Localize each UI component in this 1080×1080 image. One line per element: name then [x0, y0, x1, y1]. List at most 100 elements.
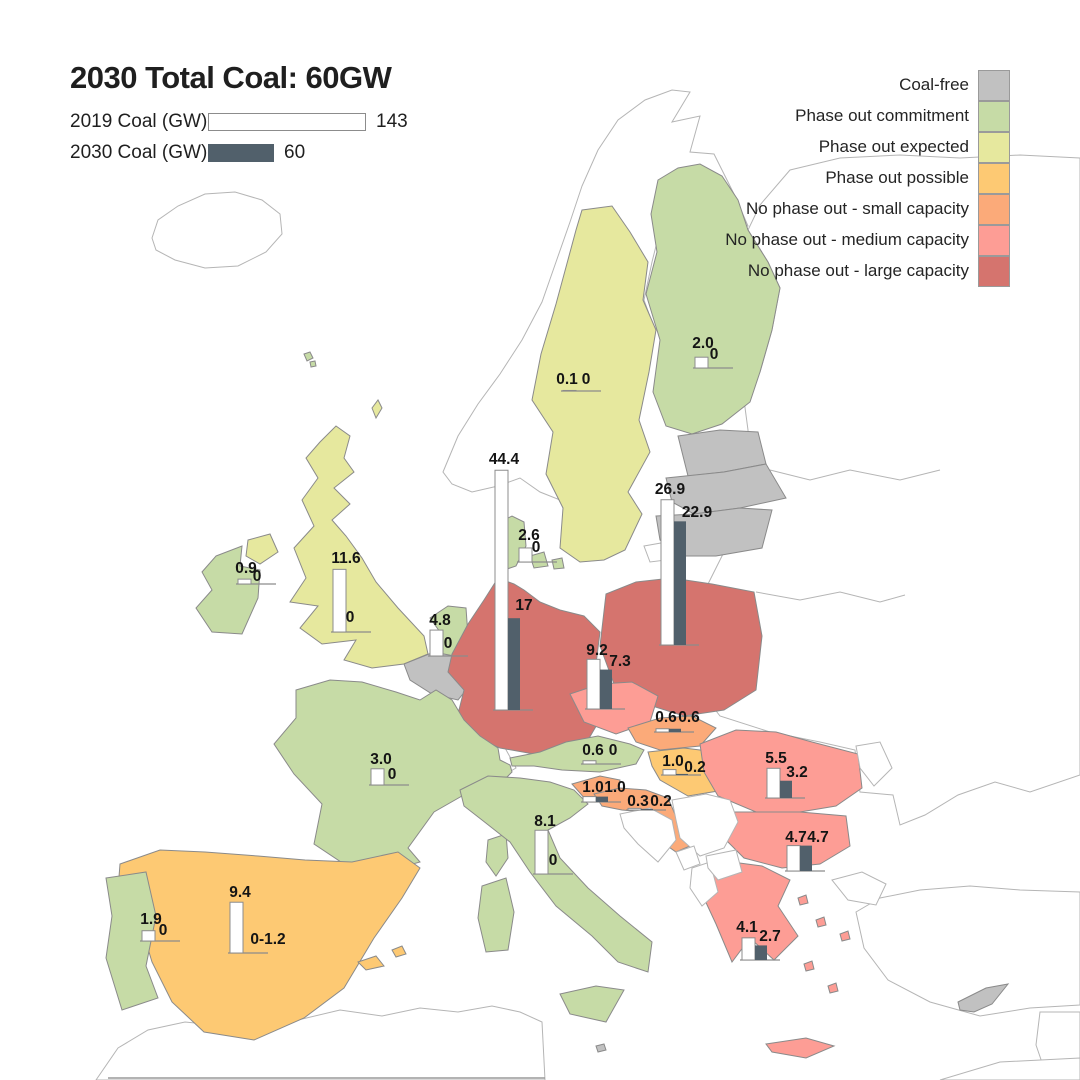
- bar-2019-gr: [741, 937, 756, 961]
- malta: [595, 1043, 607, 1053]
- country-spain: [117, 849, 421, 1041]
- bar-2019-fr: [370, 768, 385, 786]
- label-2030-it: 0: [549, 852, 558, 869]
- legend-swatch-coal_free: [978, 69, 1010, 101]
- region-north-africa: [95, 1005, 546, 1080]
- bar-group-hr: 0.3 0.2: [626, 793, 672, 811]
- legend-swatch-possible: [978, 162, 1010, 194]
- bar-2019-cz: [586, 658, 601, 710]
- country-iceland: [151, 191, 283, 269]
- legend-swatch-no_small: [978, 193, 1010, 225]
- country-sweden: [531, 205, 657, 563]
- country-portugal: [105, 871, 159, 1011]
- bar-group-se: 0.1 0: [556, 371, 601, 392]
- legend-label: No phase out - large capacity: [747, 260, 969, 280]
- label-2030-ro: 3.2: [786, 764, 808, 781]
- country-moldova: [855, 741, 893, 787]
- bar-2019-it: [534, 829, 549, 875]
- bar-group-fr: 3.00: [369, 751, 409, 786]
- legend-row-commitment: Phase out commitment: [725, 100, 1010, 132]
- label-2019-bg: 4.7: [785, 829, 807, 846]
- bar-2019-pt: [141, 930, 156, 942]
- bar-group-sk: 0.6 0.6: [654, 709, 700, 733]
- country-montenegro: [675, 845, 701, 871]
- faroe-islands: [303, 351, 317, 368]
- bar-group-es: 9.4 0-1.2: [228, 884, 286, 954]
- legend-2019-label: 2019 Coal (GW): [70, 111, 208, 132]
- border-hint-1: [769, 469, 941, 481]
- bar-2030-sk: [669, 728, 681, 732]
- label-2030-dk: 0: [532, 539, 541, 556]
- legend-row-expected: Phase out expected: [725, 131, 1010, 163]
- bar-group-dk: 2.60: [517, 527, 557, 563]
- label-2019-at: 0.6: [582, 742, 604, 759]
- legend-swatch-no_large: [978, 255, 1010, 287]
- label-2030-sk: 0.6: [678, 709, 700, 726]
- bar-size-legend: 2019 Coal (GW) 143 2030 Coal (GW) 60: [70, 110, 408, 172]
- label-2030-fi: 0: [710, 346, 719, 363]
- country-bulgaria: [717, 811, 851, 869]
- label-2030-es: 0-1.2: [250, 931, 285, 948]
- region-egypt-coast: [939, 1057, 1080, 1080]
- country-austria: [509, 735, 645, 773]
- bar-group-pt: 1.90: [140, 911, 180, 942]
- country-ireland: [195, 545, 261, 635]
- label-2019-se: 0.1: [556, 371, 578, 388]
- bar-2030-hr: [641, 808, 653, 810]
- legend-row-no_large: No phase out - large capacity: [725, 255, 1010, 287]
- legend-2030-label: 2030 Coal (GW): [70, 142, 208, 163]
- legend-label: Phase out possible: [825, 167, 969, 187]
- label-2030-pt: 0: [159, 922, 168, 939]
- label-2019-es: 9.4: [229, 884, 251, 901]
- bar-group-si: 1.0 1.0: [581, 779, 626, 803]
- border-hint-2: [755, 591, 906, 603]
- bar-group-gr: 4.12.7: [736, 919, 781, 961]
- bar-2030-pl: [674, 521, 686, 645]
- bar-group-fi: 2.00: [692, 335, 733, 369]
- bar-2030-si: [596, 796, 608, 802]
- country-finland: [645, 163, 781, 435]
- bar-group-at: 0.6 0: [581, 742, 621, 765]
- legend-label: No phase out - small capacity: [746, 198, 969, 218]
- label-2030-ie: 0: [253, 568, 262, 585]
- legend-row-2019: 2019 Coal (GW) 143: [70, 110, 408, 134]
- country-turkey-thrace: [831, 871, 887, 906]
- bar-2019-es: [229, 901, 244, 954]
- bar-2030-hu: [676, 773, 688, 775]
- bar-2019-se: [562, 389, 577, 392]
- bar-2019-ro: [766, 767, 781, 799]
- label-2030-cz: 7.3: [609, 653, 631, 670]
- sardinia: [477, 877, 515, 953]
- legend-2019-bar: [208, 113, 366, 131]
- legend-swatch-no_medium: [978, 224, 1010, 256]
- label-2019-cz: 9.2: [586, 642, 608, 659]
- legend-label: Phase out commitment: [795, 105, 969, 125]
- bar-2019-nl: [429, 629, 444, 657]
- bar-2019-at: [582, 760, 597, 765]
- label-2030-gr: 2.7: [759, 928, 781, 945]
- label-2030-at: 0: [609, 742, 618, 759]
- legend-row-no_medium: No phase out - medium capacity: [725, 224, 1010, 256]
- sicily: [559, 985, 625, 1023]
- label-2030-fr: 0: [388, 766, 397, 783]
- label-2030-pl: 22.9: [682, 504, 713, 521]
- bar-2019-ie: [237, 578, 252, 585]
- bar-2030-ro: [780, 780, 792, 798]
- legend-row-no_small: No phase out - small capacity: [725, 193, 1010, 225]
- label-2019-pt: 1.9: [140, 911, 162, 928]
- label-2019-gr: 4.1: [736, 919, 758, 936]
- corsica: [485, 833, 509, 877]
- legend-row-coal_free: Coal-free: [725, 69, 1010, 101]
- label-2019-nl: 4.8: [429, 612, 451, 629]
- category-legend: Coal-free Phase out commitment Phase out e…: [725, 69, 1010, 287]
- label-2030-gb: 0: [346, 609, 355, 626]
- label-2019-dk: 2.6: [518, 527, 540, 544]
- label-2019-si: 1.0: [582, 779, 604, 796]
- bar-2019-pl: [660, 499, 675, 646]
- bar-2019-si: [582, 796, 597, 803]
- legend-row-possible: Phase out possible: [725, 162, 1010, 194]
- legend-label: No phase out - medium capacity: [725, 229, 969, 249]
- bar-2019-dk: [518, 547, 533, 563]
- country-cyprus: [957, 983, 1010, 1013]
